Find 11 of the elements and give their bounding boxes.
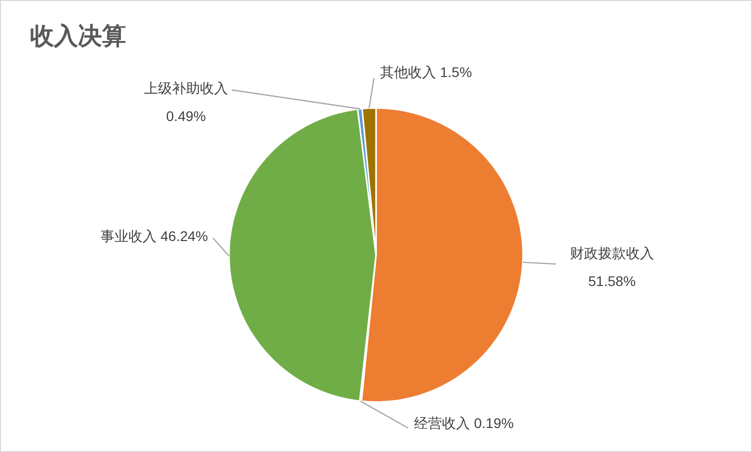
slice-label: 财政拨款收入 <box>570 245 654 261</box>
data-label: 46.24% <box>160 228 208 244</box>
chart-title: 收入决算 <box>30 23 126 50</box>
data-label: 51.58% <box>588 273 636 289</box>
data-label: 1.5% <box>440 64 472 80</box>
data-label: 0.19% <box>474 415 514 431</box>
slice-label: 经营收入 <box>414 415 470 431</box>
data-label: 0.49% <box>166 108 206 124</box>
slice-label: 其他收入 <box>380 64 436 80</box>
slice-label: 上级补助收入 <box>144 80 228 96</box>
slice-label: 事业收入 <box>100 228 157 244</box>
